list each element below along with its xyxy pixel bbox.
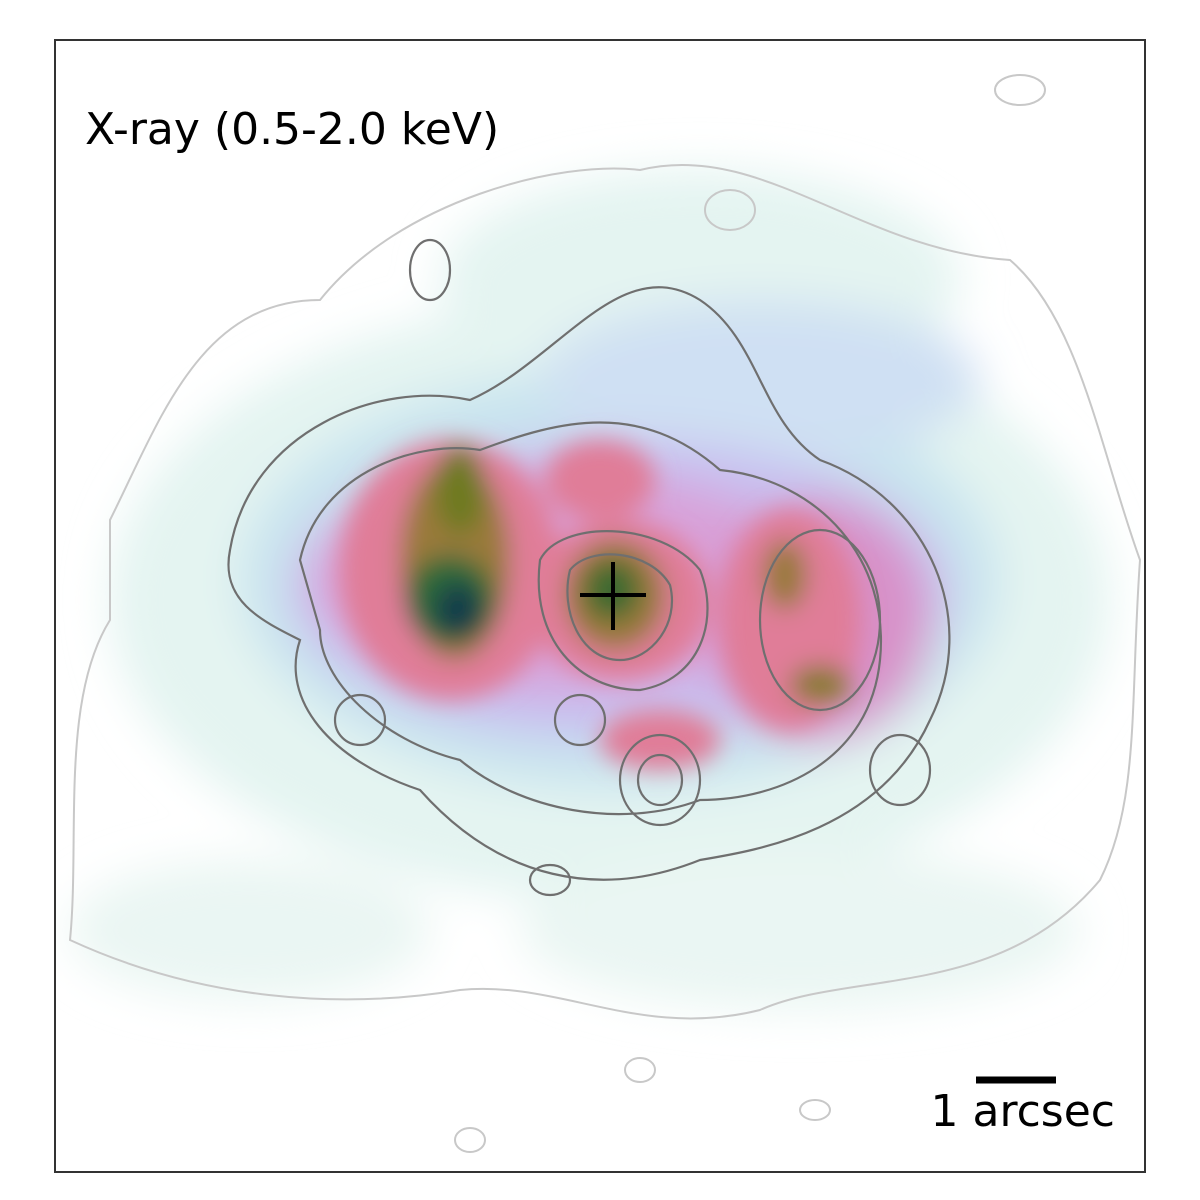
scale-bar-label: 1 arcsec — [931, 1086, 1115, 1137]
center-marker — [580, 562, 646, 630]
band-label: X-ray (0.5-2.0 keV) — [85, 104, 499, 155]
emission-inner — [340, 440, 860, 770]
outer-contours — [68, 74, 1142, 1153]
contours — [227, 238, 951, 897]
xray-image — [68, 74, 1142, 1153]
frame — [54, 39, 1146, 1173]
